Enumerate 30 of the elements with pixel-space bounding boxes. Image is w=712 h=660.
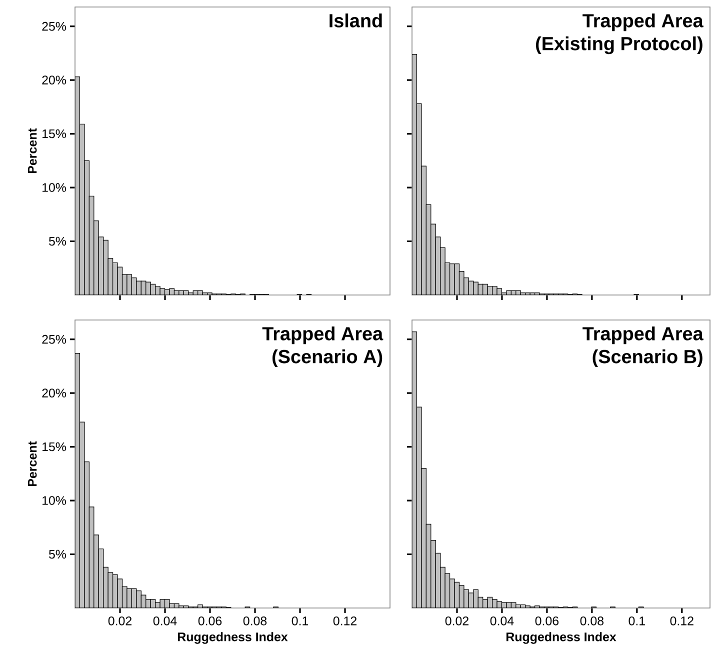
- y-tick-label: 15%: [42, 129, 66, 138]
- x-tick-label: 0.02: [108, 616, 132, 626]
- x-tick-label: 0.08: [580, 616, 604, 626]
- x-axis-title: Ruggedness Index: [178, 632, 288, 644]
- y-tick-label: 25%: [42, 334, 66, 344]
- y-tick-label: 5%: [48, 550, 66, 559]
- x-tick-label: 0.08: [243, 616, 267, 626]
- y-tick-label: 25%: [42, 22, 66, 31]
- y-tick-label: 20%: [42, 388, 66, 398]
- x-tick-label: 0.06: [198, 616, 222, 626]
- x-axis-title: Ruggedness Index: [506, 632, 616, 644]
- y-axis-title: Percent: [28, 441, 37, 486]
- x-tick-label: 0.12: [670, 616, 694, 626]
- y-tick-label: 5%: [48, 236, 66, 246]
- y-tick-label: 15%: [42, 442, 66, 452]
- y-axis-title: Percent: [28, 128, 37, 173]
- text: Trapped Area (Scenario A): [262, 326, 384, 368]
- y-tick-label: 10%: [42, 183, 66, 192]
- x-tick-label: 0.02: [445, 616, 468, 626]
- x-tick-label: 0.1: [292, 616, 308, 626]
- x-tick-label: 0.1: [628, 616, 645, 626]
- x-tick-label: 0.12: [333, 616, 356, 626]
- y-tick-label: 20%: [42, 76, 66, 84]
- text: Trapped Area (Existing Protocol): [536, 13, 704, 54]
- x-tick-label: 0.04: [490, 616, 514, 626]
- x-tick-label: 0.06: [535, 616, 559, 626]
- chart-title: Island: [330, 13, 382, 28]
- x-tick-label: 0.04: [153, 616, 177, 626]
- text: Trapped Area (Scenario B): [582, 326, 704, 368]
- y-tick-label: 10%: [42, 496, 66, 505]
